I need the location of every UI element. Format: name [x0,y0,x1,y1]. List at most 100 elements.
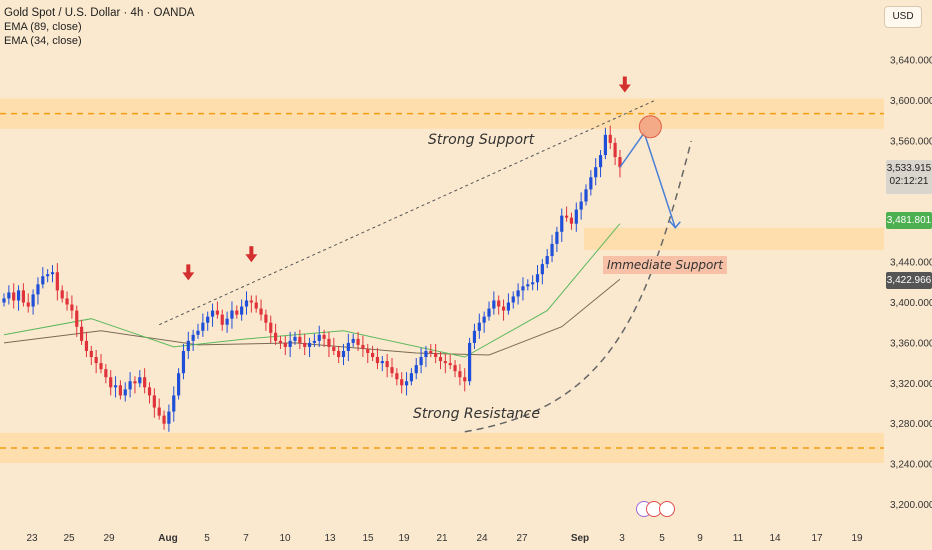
candle-body [283,342,287,347]
x-tick-label: 5 [204,533,210,544]
candle-body [351,338,355,343]
y-tick-label: 3,400.000 [890,298,932,309]
candle-body [157,407,161,416]
candle-body [249,300,253,303]
candle-body [458,371,462,378]
candle-body [409,373,413,382]
y-tick-label: 3,280.000 [890,419,932,430]
candle-body [181,350,186,374]
candle-body [152,395,156,408]
symbol-title[interactable]: Gold Spot / U.S. Dollar · 4h · OANDA [4,7,195,19]
candle-body [312,340,316,343]
y-tick-label: 3,640.000 [890,56,932,67]
x-tick-label: 9 [697,533,703,544]
candle-body [118,385,122,396]
candle-body [288,340,292,347]
candle-body [65,298,69,305]
candle-body [104,369,108,378]
candle-body [341,350,346,358]
candle-body [555,231,559,244]
candle-body [31,294,35,307]
candle-body [240,306,244,315]
candle-body [521,286,525,291]
candle-body [584,189,588,202]
x-tick-label: 19 [398,533,410,544]
candle-body [225,318,229,325]
candle-body [375,357,380,364]
candle-body [371,353,375,358]
currency-button[interactable]: USD [884,6,922,28]
candle-body [404,381,409,386]
candle-body [545,256,549,265]
candle-body [356,338,360,345]
candle-body [80,326,84,341]
candle-body [589,177,593,190]
y-tick-label: 3,360.000 [890,338,932,349]
candle-body [594,167,598,178]
candle-body [322,334,326,339]
candle-body [482,316,486,323]
candle-body [497,300,501,307]
candle-body [327,338,331,347]
down-arrow-marker-1 [249,246,254,256]
candle-body [501,306,506,311]
candle-body [472,330,477,343]
candle-body [453,365,457,372]
x-tick-label: 19 [851,533,863,544]
trendline [158,100,655,326]
candle-body [278,340,283,343]
candle-body [172,395,176,412]
candle-body [138,377,142,384]
candle-body [565,215,569,218]
candle-body [526,284,530,287]
candle-body [468,342,472,382]
y-tick-label: 3,560.000 [890,136,932,147]
candle-body [506,302,510,311]
candle-body [274,332,278,341]
candle-body [16,290,21,301]
countdown-value: 02:12:21 [889,176,929,187]
x-tick-label: 29 [103,533,115,544]
current-price-value: 3,533.915 [886,163,932,174]
x-tick-label: 21 [436,533,448,544]
candle-body [244,300,249,307]
candle-body [235,310,239,315]
ema34-legend[interactable]: EMA (34, close) [4,35,82,47]
candle-body [346,342,350,351]
candle-body [109,377,113,388]
candle-body [463,377,467,382]
x-tick-label: Aug [158,533,177,544]
candle-body [337,350,341,358]
candle-body [143,377,147,388]
peak-circle [638,115,662,139]
x-tick-label: Sep [571,533,589,544]
candle-body [293,336,297,341]
candle-body [12,292,16,301]
candle-body [128,381,132,390]
news-icon-3[interactable] [659,501,675,517]
candle-body [307,342,312,347]
candle-body [70,304,74,311]
candle-body [579,201,583,210]
candle-body [511,296,515,303]
candle-body [424,350,428,358]
candle-body [210,310,215,317]
candle-body [162,415,166,424]
candle-body [574,209,578,224]
projection-path [619,131,677,228]
y-tick-label: 3,320.000 [890,379,932,390]
candle-body [94,357,98,364]
candle-body [477,322,481,331]
candle-body [215,310,219,315]
ema89-line [3,278,621,356]
candle-body [26,302,30,307]
candle-body [414,365,418,374]
candle-body [492,300,496,309]
candle-body [380,361,384,364]
candle-body [443,361,447,364]
candle-body [535,274,540,283]
candle-body [167,411,171,424]
ema89-legend[interactable]: EMA (89, close) [4,21,82,33]
